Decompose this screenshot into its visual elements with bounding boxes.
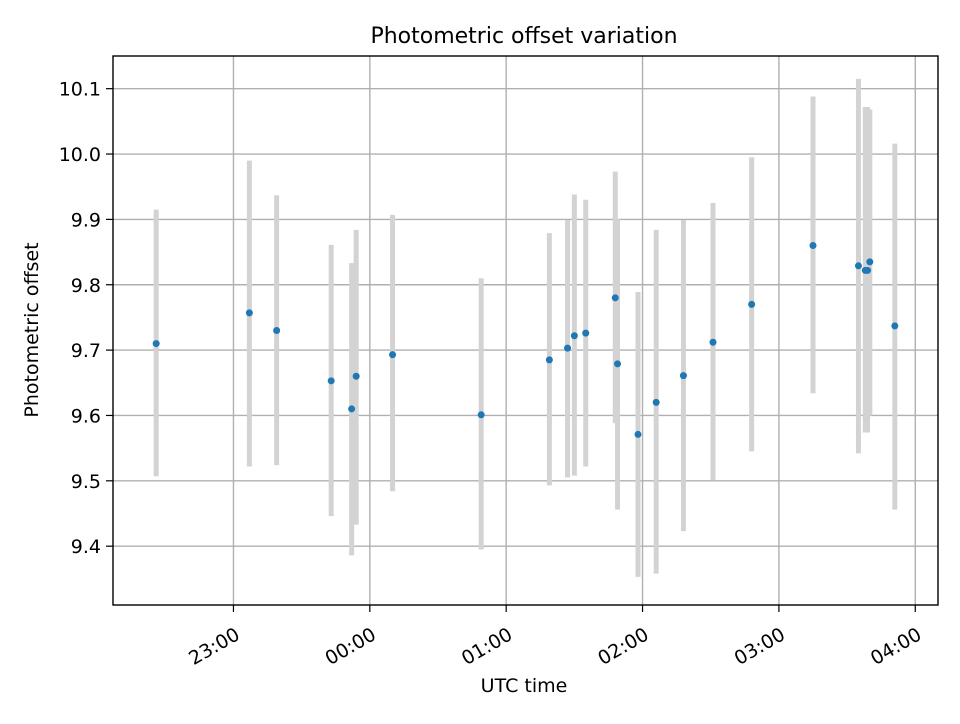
y-tick-label: 9.9 xyxy=(71,209,101,231)
data-point xyxy=(864,266,872,274)
data-point xyxy=(854,262,862,270)
x-tick-label: 02:00 xyxy=(594,623,652,669)
x-tick-label: 00:00 xyxy=(321,623,379,669)
y-tick-label: 10.1 xyxy=(59,79,101,101)
data-point xyxy=(652,398,660,406)
data-point xyxy=(679,372,687,380)
y-axis-label: Photometric offset xyxy=(21,242,43,417)
y-tick-label: 9.6 xyxy=(71,405,101,427)
data-point xyxy=(352,372,360,380)
data-point xyxy=(709,338,717,346)
x-axis-label: UTC time xyxy=(481,675,568,697)
plot-frame xyxy=(112,55,939,606)
data-point xyxy=(748,300,756,308)
data-point xyxy=(564,344,572,352)
y-tick-label: 9.5 xyxy=(71,471,101,493)
data-point xyxy=(582,329,590,337)
data-point xyxy=(327,377,335,385)
point-layer xyxy=(152,242,899,438)
x-tick-label: 03:00 xyxy=(731,623,789,669)
data-point xyxy=(245,309,253,317)
data-point xyxy=(570,332,578,340)
data-point xyxy=(348,405,356,413)
data-point xyxy=(545,356,553,364)
data-point xyxy=(611,294,619,302)
x-tick-label: 23:00 xyxy=(185,623,243,669)
y-tick-label: 9.8 xyxy=(71,275,101,297)
y-tick-label: 10.0 xyxy=(59,144,101,166)
data-point xyxy=(614,360,622,368)
x-tick-label: 04:00 xyxy=(867,623,925,669)
axes-layer: 9.4 9.5 9.6 9.7 9.8 9.9 10.0 10.1 23:00 00:00 01:0… xyxy=(59,55,939,670)
data-point xyxy=(389,351,397,359)
data-point xyxy=(866,258,874,266)
x-tick-label: 01:00 xyxy=(458,623,516,669)
data-point xyxy=(891,322,899,330)
y-tick-label: 9.4 xyxy=(71,536,101,558)
data-point xyxy=(477,411,485,419)
chart-title: Photometric offset variation xyxy=(370,24,677,49)
y-tick-label: 9.7 xyxy=(71,340,101,362)
data-point xyxy=(152,340,160,348)
data-point xyxy=(273,327,281,334)
data-point xyxy=(634,430,642,438)
data-point xyxy=(809,242,817,250)
